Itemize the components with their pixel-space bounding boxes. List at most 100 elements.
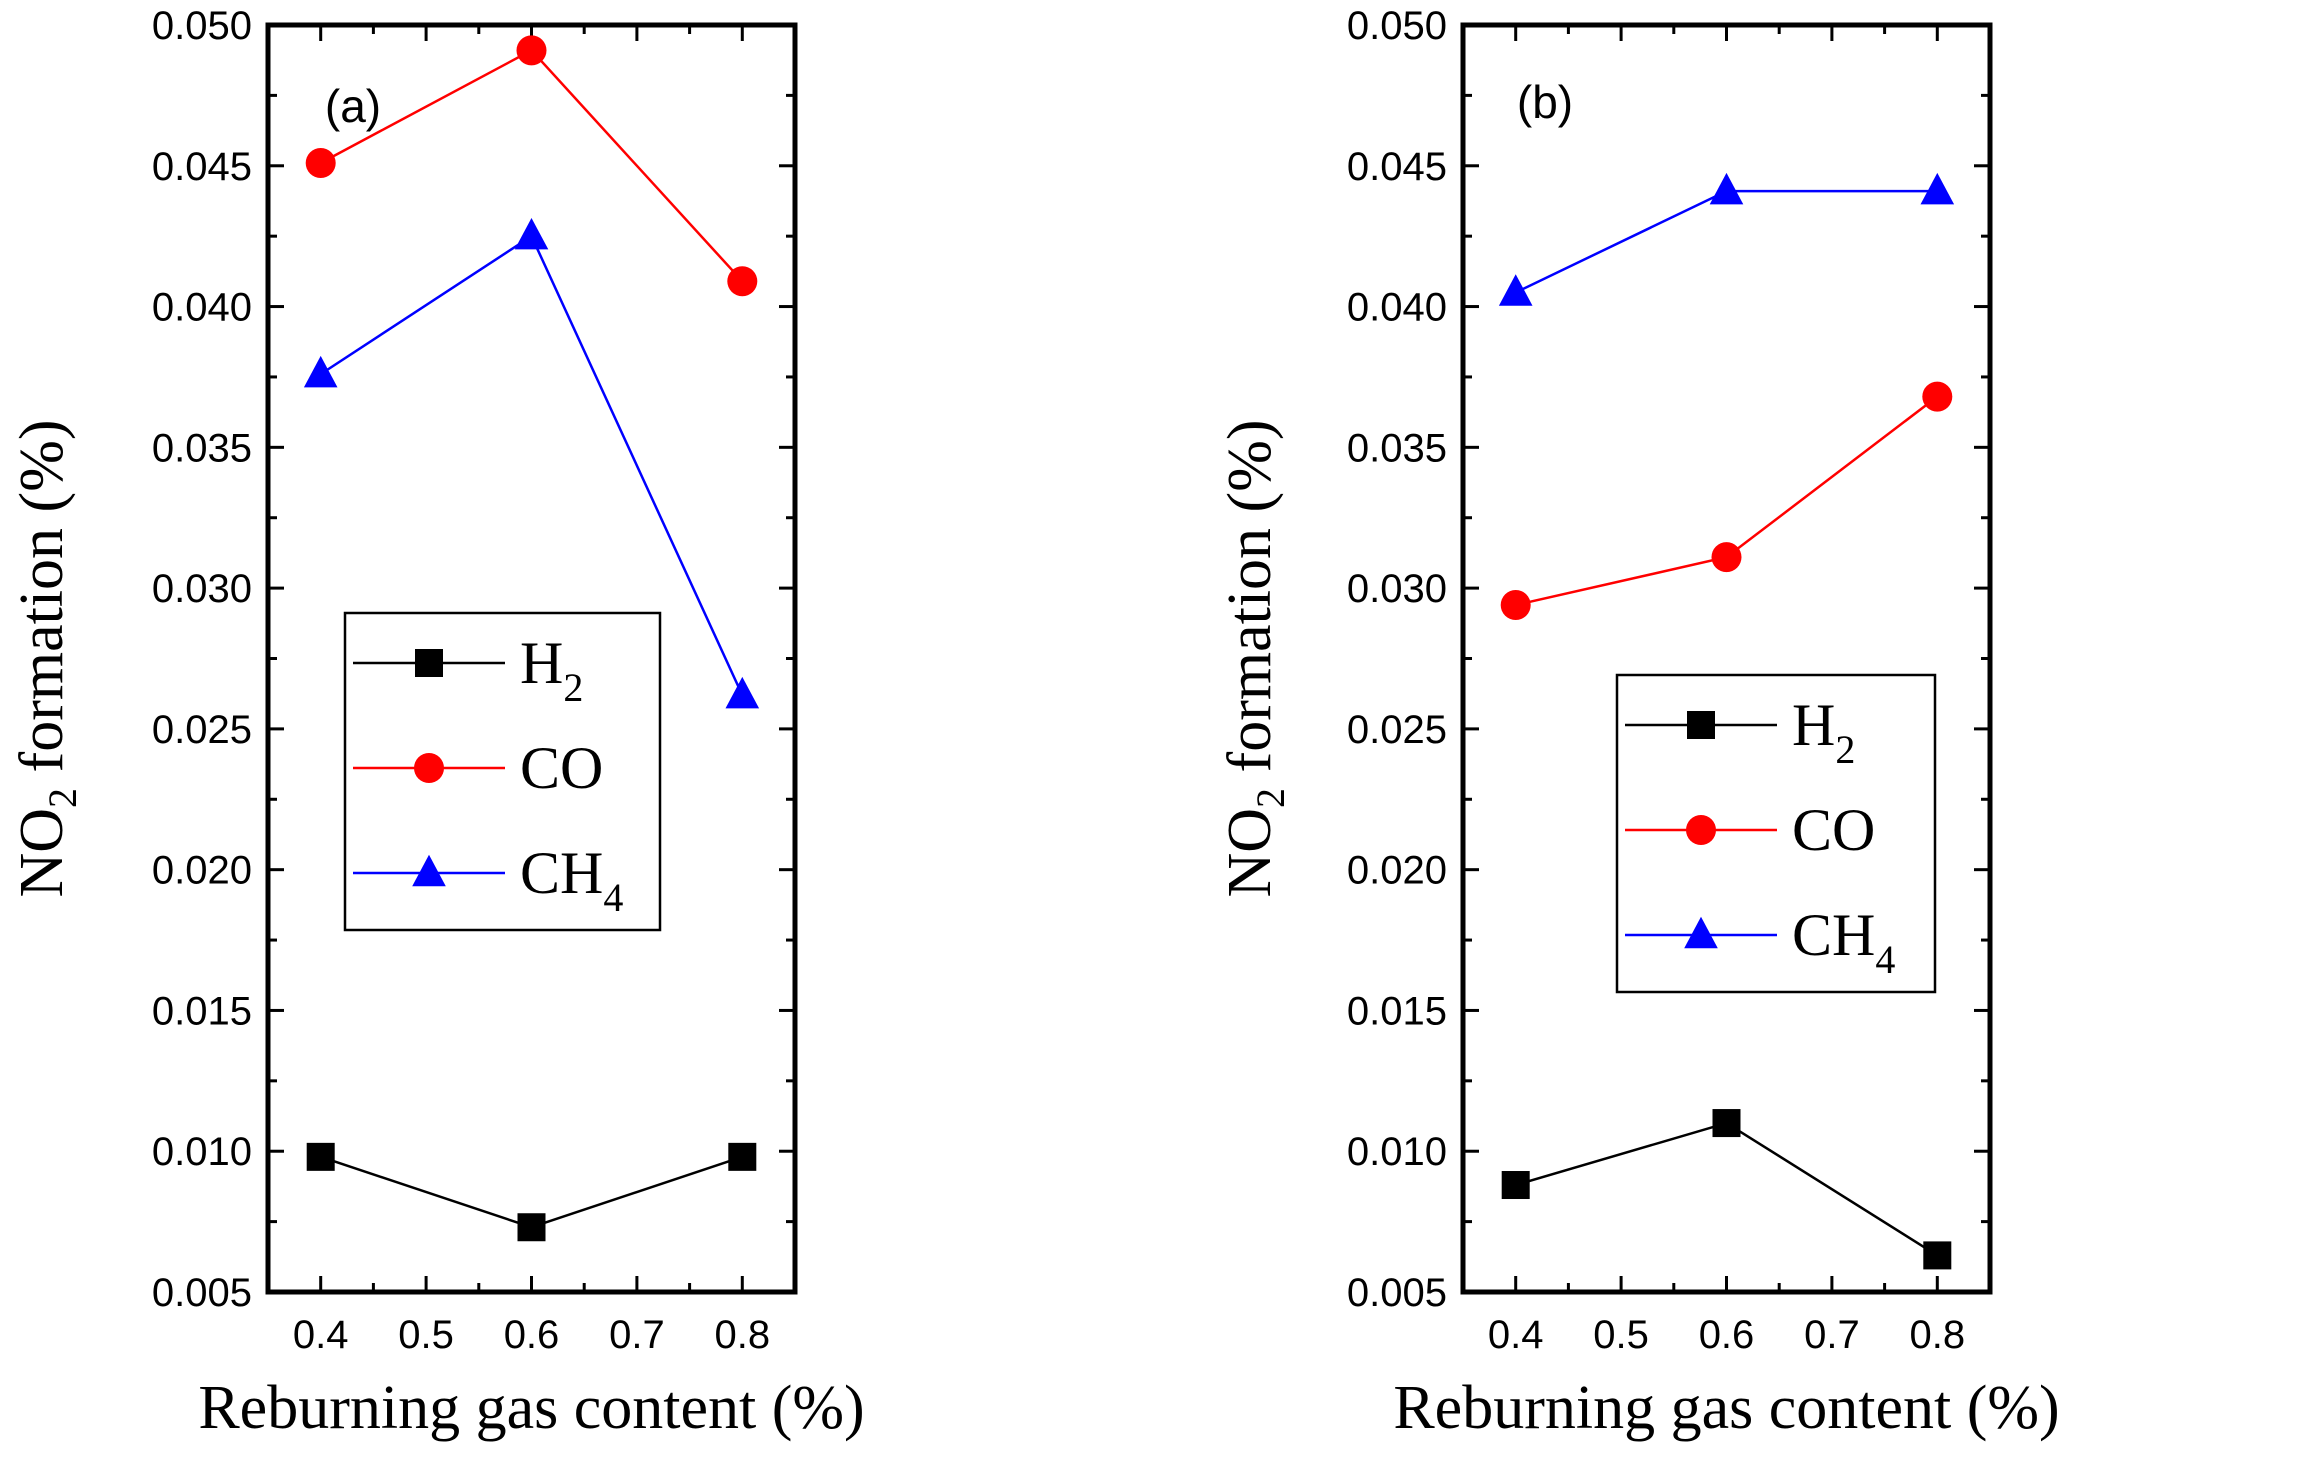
- legend-item-h2: H2: [1625, 692, 1855, 772]
- legend-marker-ch4: [412, 854, 446, 887]
- legend-item-ch4: CH4: [353, 840, 623, 920]
- data-point-h2: [1923, 1241, 1952, 1270]
- legend-label-co: CO: [520, 735, 603, 801]
- legend-label-h2: H2: [520, 630, 583, 710]
- series-co: [305, 35, 758, 297]
- y-tick-label: 0.010: [1347, 1130, 1447, 1174]
- data-point-ch4: [1920, 172, 1955, 205]
- data-point-h2: [1712, 1109, 1741, 1138]
- legend-label-main: CH: [1792, 902, 1875, 968]
- legend-label-ch4: CH4: [1792, 902, 1895, 982]
- series-line-h2: [1515, 1121, 1938, 1257]
- y-tick-label: 0.040: [1347, 286, 1447, 330]
- data-point-co: [516, 35, 547, 66]
- data-point-co: [1711, 542, 1742, 573]
- y-tick-label: 0.035: [1347, 426, 1447, 470]
- legend-label-main: CO: [1792, 797, 1875, 863]
- data-point-co: [1922, 381, 1953, 412]
- legend-marker-ch4: [1684, 916, 1718, 949]
- x-axis-title: Reburning gas content (%): [198, 1374, 864, 1442]
- data-point-co: [305, 147, 336, 178]
- legend-label-main: CO: [520, 735, 603, 801]
- legend-marker-h2: [415, 649, 443, 677]
- panel-label: (b): [1517, 76, 1573, 128]
- legend-label-sub: 4: [603, 875, 623, 920]
- y-tick-label: 0.020: [152, 849, 252, 893]
- legend: H2 CO CH4: [343, 611, 662, 932]
- y-axis-title-main: NO: [1216, 808, 1284, 898]
- y-tick-label: 0.025: [1347, 708, 1447, 752]
- series-co: [1500, 381, 1953, 621]
- series-h2: [306, 1142, 757, 1242]
- series-ch4: [1498, 172, 1955, 306]
- y-tick-label: 0.005: [152, 1271, 252, 1315]
- legend-item-ch4: CH4: [1625, 902, 1895, 982]
- legend-label-main: H: [520, 630, 563, 696]
- y-axis-title: NO2 formation (%): [8, 420, 85, 898]
- y-axis-title-sub: 2: [40, 788, 85, 808]
- series-line-co: [1515, 395, 1939, 607]
- data-point-h2: [1501, 1171, 1530, 1200]
- legend-label-sub: 2: [563, 665, 583, 710]
- legend-item-h2: H2: [353, 630, 583, 710]
- legend-label-co: CO: [1792, 797, 1875, 863]
- data-point-co: [1500, 590, 1531, 621]
- legend-marker-h2: [1687, 711, 1715, 739]
- plot-frame: [1460, 22, 1993, 1295]
- legend: H2 CO CH4: [1615, 673, 1937, 994]
- series-ch4: [303, 217, 760, 709]
- legend-item-co: CO: [1625, 797, 1875, 863]
- x-tick-label: 0.7: [609, 1313, 665, 1357]
- y-tick-label: 0.045: [152, 145, 252, 189]
- data-point-ch4: [1498, 274, 1533, 306]
- chart-panel-a: 0.4 0.5 0.6 0.7 0.8 0.005 0.010 0.015 0.020 0.025…: [8, 4, 865, 1442]
- x-tick-label: 0.4: [1488, 1313, 1544, 1357]
- y-tick-label: 0.015: [1347, 989, 1447, 1033]
- legend-marker-co: [414, 753, 444, 783]
- y-axis-title-rest: formation (%): [1216, 420, 1284, 788]
- data-point-ch4: [1709, 172, 1744, 205]
- y-tick-label: 0.045: [1347, 145, 1447, 189]
- y-tick-label: 0.030: [1347, 567, 1447, 611]
- y-tick-label: 0.050: [152, 4, 252, 48]
- y-tick-label: 0.030: [152, 567, 252, 611]
- y-tick-label: 0.015: [152, 989, 252, 1033]
- x-tick-label: 0.8: [1909, 1313, 1965, 1357]
- legend-label-sub: 2: [1835, 727, 1855, 772]
- y-axis-title-main: NO: [8, 808, 76, 898]
- x-tick-label: 0.6: [1699, 1313, 1755, 1357]
- data-point-ch4: [514, 217, 549, 250]
- legend-label-sub: 4: [1875, 937, 1895, 982]
- chart-panel-b: 0.4 0.5 0.6 0.7 0.8 0.005 0.010 0.015 0.020 0.025…: [1216, 4, 2060, 1442]
- data-point-co: [727, 266, 758, 297]
- series-h2: [1501, 1109, 1952, 1270]
- series-line-ch4: [1515, 189, 1938, 294]
- data-point-h2: [728, 1142, 757, 1171]
- data-point-ch4: [725, 676, 760, 709]
- legend-label-main: CH: [520, 840, 603, 906]
- legend-box: [343, 611, 662, 932]
- x-tick-label: 0.5: [1593, 1313, 1649, 1357]
- plot-frame: [265, 22, 798, 1295]
- x-axis-title: Reburning gas content (%): [1393, 1374, 2059, 1442]
- y-tick-label: 0.020: [1347, 849, 1447, 893]
- y-tick-label: 0.010: [152, 1130, 252, 1174]
- x-tick-label: 0.6: [504, 1313, 560, 1357]
- y-tick-label: 0.040: [152, 286, 252, 330]
- data-point-h2: [306, 1142, 335, 1171]
- data-point-h2: [517, 1213, 546, 1242]
- legend-label-main: H: [1792, 692, 1835, 758]
- legend-marker-co: [1686, 815, 1716, 845]
- legend-item-co: CO: [353, 735, 603, 801]
- legend-label-h2: H2: [1792, 692, 1855, 772]
- y-tick-label: 0.035: [152, 426, 252, 470]
- x-tick-label: 0.8: [714, 1313, 770, 1357]
- y-axis-title-rest: formation (%): [8, 420, 76, 788]
- y-axis-title-sub: 2: [1248, 788, 1293, 808]
- y-tick-label: 0.005: [1347, 1271, 1447, 1315]
- legend-box: [1615, 673, 1937, 994]
- x-tick-label: 0.4: [293, 1313, 349, 1357]
- panel-label: (a): [325, 80, 381, 132]
- x-tick-label: 0.5: [398, 1313, 454, 1357]
